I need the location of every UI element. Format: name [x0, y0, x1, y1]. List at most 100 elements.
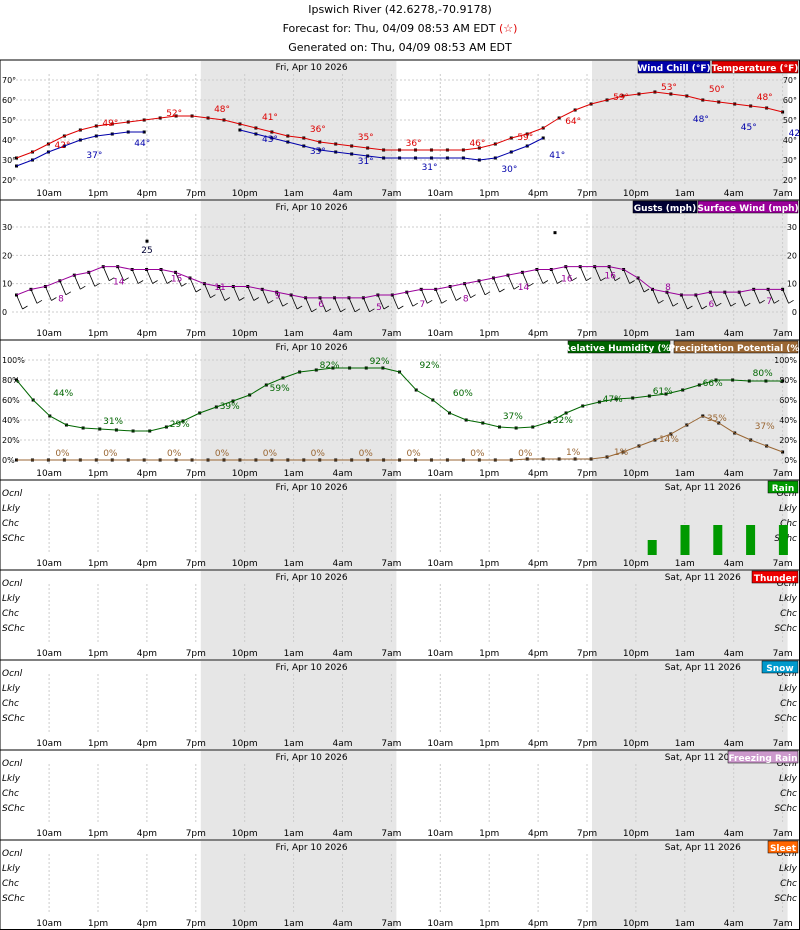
wind-barb [623, 269, 630, 284]
wind-barb-flag [311, 308, 317, 313]
humidity-label: 31% [103, 417, 123, 427]
wind-barb-flag [759, 299, 765, 304]
likelihood-label-left: Lkly [2, 774, 21, 784]
surface-wind-label: 7 [419, 300, 425, 310]
time-label: 1pm [88, 469, 108, 479]
temperature-label: 64° [565, 117, 581, 127]
night-shade [200, 841, 397, 929]
surface-wind-label: 6 [709, 300, 715, 310]
time-label: 4am [332, 189, 352, 199]
wind-tick-left: 30 [2, 223, 12, 232]
time-label: 4am [724, 469, 744, 479]
time-label: 7am [381, 559, 401, 569]
wind-barb [377, 294, 385, 310]
wind-barb-flag [513, 285, 520, 290]
time-label: 7pm [577, 329, 597, 339]
likelihood-label-right: Ocnl [777, 669, 798, 679]
night-shade [200, 661, 397, 749]
wind-tick-left: 20 [2, 251, 12, 260]
date-label: Sat, Apr 11 2026 [665, 663, 741, 673]
night-shade [592, 201, 788, 339]
wind-barb-flag [629, 280, 635, 284]
time-label: 4pm [528, 919, 548, 929]
humidity-label: 29% [170, 420, 190, 430]
wind-barb [204, 283, 211, 298]
time-label: 10am [427, 649, 453, 659]
time-label: 4am [332, 829, 352, 839]
wind-barb-flag [253, 297, 259, 301]
wind-barb [218, 286, 226, 301]
likelihood-label-left: SChc [2, 804, 25, 814]
time-label: 10am [36, 739, 62, 749]
likelihood-label-left: SChc [2, 534, 25, 544]
temp-tick-right: 30° [783, 156, 797, 165]
rain-bar [713, 525, 723, 555]
wind-barb-flag [672, 302, 679, 307]
date-label: Fri, Apr 10 2026 [276, 483, 348, 493]
wind-barb [290, 294, 298, 310]
wind-barb-flag [455, 297, 462, 301]
time-label: 1pm [479, 469, 499, 479]
wind-barb [232, 286, 240, 301]
time-label: 10pm [232, 559, 258, 569]
time-label: 10pm [232, 469, 258, 479]
likelihood-label-left: Ocnl [2, 759, 23, 769]
legend-wind-chill-swatch [637, 60, 711, 74]
wind-barb [449, 286, 457, 301]
pct-tick-right: 40% [779, 416, 797, 425]
time-label: 4pm [137, 649, 157, 659]
precip-line [16, 415, 783, 461]
wind-barb [782, 289, 789, 304]
time-label: 10pm [623, 189, 649, 199]
time-label: 7am [381, 919, 401, 929]
likelihood-label-right: SChc [774, 804, 797, 814]
gust-label: 25 [141, 246, 152, 256]
wind-barb [276, 292, 284, 307]
legend-snow-label: Snow [766, 664, 793, 674]
precip-label: 1% [614, 448, 629, 458]
date-label: Sat, Apr 11 2026 [665, 843, 741, 853]
time-label: 4am [724, 919, 744, 929]
temperature-label: 59° [613, 93, 629, 103]
time-label: 10pm [232, 189, 258, 199]
date-label: Fri, Apr 10 2026 [276, 343, 348, 353]
wind-barb-flag [614, 277, 621, 282]
temperature-label: 53° [661, 83, 677, 93]
wind-barb [493, 277, 500, 293]
wind-barb [305, 297, 312, 312]
wind-barb [522, 272, 529, 287]
wind-barb-flag [600, 277, 606, 282]
night-shade [592, 341, 788, 479]
time-label: 1pm [479, 649, 499, 659]
date-label: Fri, Apr 10 2026 [276, 203, 348, 213]
wind-barb [565, 266, 573, 281]
time-label: 1am [675, 649, 695, 659]
wind-barb-flag [282, 302, 288, 307]
legend-surface-wind-label: Surface Wind (mph) [697, 204, 798, 214]
wind-barb-flag [65, 291, 72, 296]
wind-chill-label: 31° [358, 157, 374, 167]
pct-tick-left: 40% [2, 416, 20, 425]
wind-barb [117, 266, 125, 281]
time-label: 7pm [577, 919, 597, 929]
likelihood-label-left: Ocnl [2, 579, 23, 589]
night-shade [200, 201, 397, 339]
wind-barb [160, 269, 168, 284]
time-label: 4pm [137, 739, 157, 749]
time-label: 4am [332, 329, 352, 339]
wind-barb-flag [123, 277, 129, 282]
wind-barb-flag [398, 305, 404, 310]
wind-barb [261, 289, 269, 304]
likelihood-label-left: Lkly [2, 864, 21, 874]
legend-sleet-swatch [767, 840, 799, 854]
likelihood-label-left: SChc [2, 714, 25, 724]
time-label: 7am [381, 739, 401, 749]
precip-label: 37% [755, 422, 775, 432]
surface-wind-label: 6 [318, 300, 324, 310]
time-label: 10am [36, 329, 62, 339]
time-label: 4am [332, 469, 352, 479]
gust-point [145, 239, 149, 243]
rain-bar [746, 525, 756, 555]
humidity-label: 44% [53, 389, 73, 399]
time-label: 4pm [528, 829, 548, 839]
